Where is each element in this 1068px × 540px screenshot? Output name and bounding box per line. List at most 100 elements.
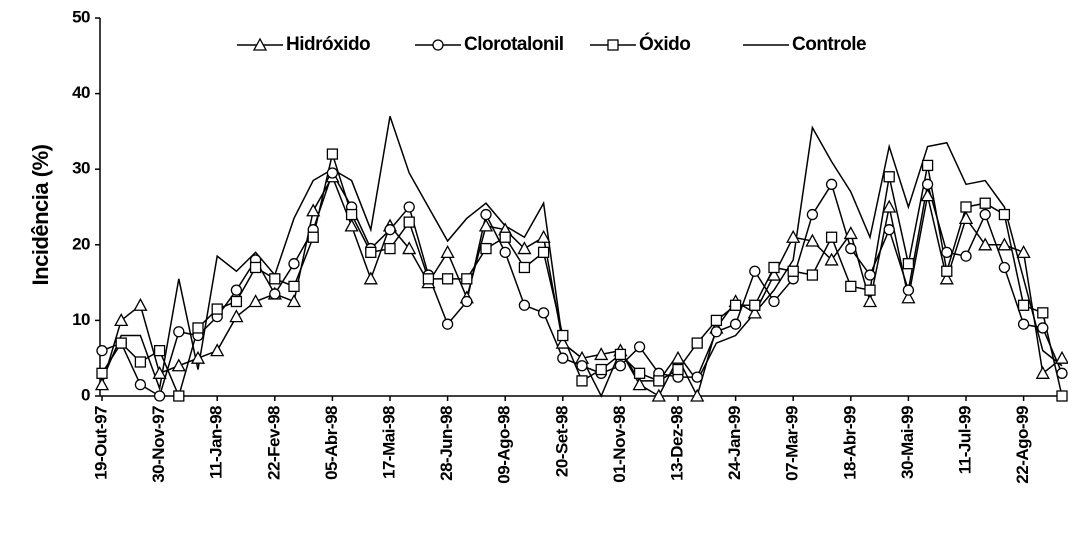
data-point xyxy=(921,178,934,190)
data-point xyxy=(480,208,492,221)
x-tick-label: 01-Nov-98 xyxy=(610,406,629,483)
data-point xyxy=(864,284,876,296)
data-point xyxy=(1056,390,1068,402)
data-point xyxy=(96,344,108,357)
legend-marker xyxy=(252,37,268,51)
x-tick-label: 30-Mai-99 xyxy=(898,406,917,479)
data-point xyxy=(960,250,972,262)
data-point xyxy=(997,237,1012,251)
x-tick-label: 28-Jun-98 xyxy=(437,406,456,481)
data-point xyxy=(766,267,782,281)
data-point xyxy=(1017,299,1030,311)
data-point xyxy=(576,360,588,372)
data-point xyxy=(941,246,953,259)
data-point xyxy=(958,210,974,224)
x-tick-label: 07-Mar-99 xyxy=(783,406,802,481)
data-point xyxy=(248,294,263,308)
data-point xyxy=(1016,245,1031,259)
data-point xyxy=(537,246,550,259)
data-point xyxy=(153,390,166,402)
legend-marker xyxy=(607,39,619,51)
data-point xyxy=(345,208,358,221)
data-point xyxy=(806,269,819,281)
data-point xyxy=(480,242,492,255)
data-point xyxy=(691,337,703,349)
data-point xyxy=(153,344,166,357)
data-point xyxy=(557,329,569,342)
data-point xyxy=(384,224,396,236)
y-tick-label: 0 xyxy=(81,385,90,404)
legend-label: Hidróxido xyxy=(286,34,370,55)
data-point xyxy=(978,237,993,251)
y-tick-label: 10 xyxy=(72,310,90,329)
data-point xyxy=(403,201,415,213)
data-point xyxy=(536,229,551,243)
data-point xyxy=(249,261,262,274)
data-point xyxy=(882,199,897,213)
data-point xyxy=(537,307,550,319)
data-point xyxy=(269,288,281,300)
data-point xyxy=(710,314,723,327)
data-point xyxy=(557,352,569,364)
data-point xyxy=(786,229,801,243)
x-tick-label: 30-Nov-97 xyxy=(149,406,168,483)
y-tick-label: 20 xyxy=(72,234,90,253)
data-point xyxy=(133,297,148,311)
data-point xyxy=(441,318,454,330)
data-point xyxy=(1017,318,1030,330)
data-point xyxy=(883,171,895,183)
data-point xyxy=(825,231,838,243)
data-point xyxy=(94,377,110,391)
data-point xyxy=(864,269,876,281)
x-tick-label: 22-Ago-99 xyxy=(1013,406,1032,484)
x-tick-label: 24-Jan-99 xyxy=(725,406,744,480)
data-point xyxy=(749,265,761,277)
data-point xyxy=(862,294,878,308)
data-point xyxy=(115,337,127,349)
legend-label: Óxido xyxy=(639,33,690,55)
data-point xyxy=(555,335,570,349)
data-point xyxy=(1054,350,1068,364)
data-point xyxy=(747,305,762,319)
data-point xyxy=(173,326,185,338)
data-point xyxy=(478,218,494,232)
data-point xyxy=(518,261,531,274)
x-tick-label: 22-Fev-98 xyxy=(264,406,283,480)
data-point xyxy=(768,261,780,274)
x-tick-label: 11-Jan-98 xyxy=(207,406,226,479)
data-point xyxy=(902,258,915,270)
data-point xyxy=(805,233,820,247)
data-point xyxy=(152,365,167,379)
data-point xyxy=(1056,367,1068,379)
y-tick-label: 40 xyxy=(72,83,90,102)
data-point xyxy=(306,203,321,217)
data-point xyxy=(1035,365,1050,379)
data-point xyxy=(192,322,204,334)
data-point xyxy=(749,299,761,311)
data-point xyxy=(384,242,396,255)
data-point xyxy=(883,224,895,236)
data-point xyxy=(96,367,108,379)
data-point xyxy=(114,313,129,327)
data-point xyxy=(518,299,531,311)
data-point xyxy=(768,295,780,308)
legend-label: Controle xyxy=(792,34,866,55)
data-point xyxy=(845,242,857,255)
data-point xyxy=(363,271,378,285)
y-axis-label: Incidência (%) xyxy=(28,144,53,285)
data-point xyxy=(614,348,627,361)
data-point xyxy=(499,246,511,259)
data-point xyxy=(517,241,532,255)
data-point xyxy=(902,284,915,296)
data-point xyxy=(576,375,588,387)
data-point xyxy=(998,208,1011,221)
data-point xyxy=(710,326,723,338)
data-point xyxy=(939,271,954,285)
data-point xyxy=(402,241,417,255)
data-point xyxy=(633,367,646,379)
data-point xyxy=(211,303,223,315)
data-point xyxy=(979,197,991,209)
data-point xyxy=(843,226,858,240)
x-tick-label: 05-Abr-98 xyxy=(322,406,341,480)
